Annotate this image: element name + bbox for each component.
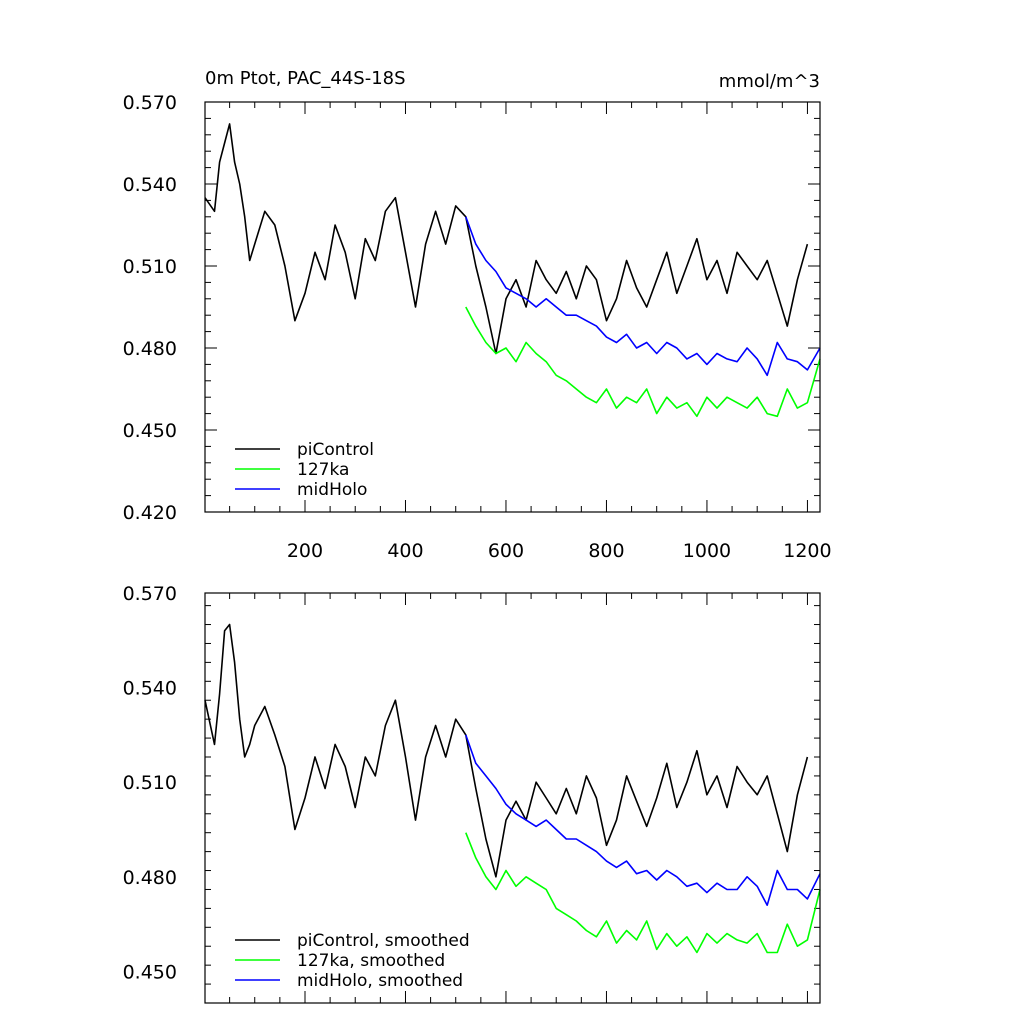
bottom-axes-ticks: 0.450 0.480 0.510 0.540 0.570 [123, 583, 820, 1004]
bottom-legend-label: piControl, smoothed [297, 931, 470, 951]
top-xtick-label: 400 [387, 540, 423, 562]
top-chart-units: mmol/m^3 [719, 71, 820, 92]
top-plot-frame [204, 101, 821, 513]
top-panel: 0m Ptot, PAC_44S-18S mmol/m^3 0.420 0.450… [123, 68, 832, 562]
bottom-plot-frame [204, 592, 821, 1004]
top-legend-label: midHolo [297, 480, 367, 500]
top-series-line-midholo [465, 216, 821, 377]
bottom-series-group [204, 623, 821, 954]
top-ytick-label: 0.420 [123, 502, 177, 524]
top-xtick-label: 200 [287, 540, 323, 562]
bottom-ytick-label: 0.570 [123, 583, 177, 605]
top-ytick-label: 0.450 [123, 420, 177, 442]
bottom-ytick-label: 0.510 [123, 772, 177, 794]
bottom-panel: 0.450 0.480 0.510 0.540 0.570 piControl, smo… [123, 583, 821, 1004]
bottom-series-line-127ka [465, 832, 821, 954]
bottom-ytick-label: 0.540 [123, 678, 177, 700]
bottom-legend-label: 127ka, smoothed [297, 951, 445, 971]
top-xtick-label: 1000 [683, 540, 731, 562]
top-xtick-label: 600 [488, 540, 524, 562]
top-series-line-127ka [465, 306, 821, 418]
top-series-group [204, 123, 821, 418]
top-axes-ticks: 0.420 0.450 0.480 0.510 0.540 0.570 200 400 600 8… [123, 92, 832, 562]
bottom-series-line-picontrol [204, 623, 809, 878]
top-legend-label: piControl [297, 440, 374, 460]
bottom-ytick-label: 0.450 [123, 961, 177, 983]
top-series-line-picontrol [204, 123, 809, 355]
bottom-series-line-midholo [465, 734, 821, 907]
top-legend-label: 127ka [297, 460, 349, 480]
top-ytick-label: 0.510 [123, 256, 177, 278]
bottom-legend-label: midHolo, smoothed [297, 971, 463, 991]
top-ytick-label: 0.570 [123, 92, 177, 114]
top-ytick-label: 0.480 [123, 338, 177, 360]
bottom-ytick-label: 0.480 [123, 867, 177, 889]
top-xtick-label: 800 [588, 540, 624, 562]
top-xtick-label: 1200 [783, 540, 831, 562]
top-ytick-label: 0.540 [123, 174, 177, 196]
top-chart-title: 0m Ptot, PAC_44S-18S [205, 68, 406, 89]
